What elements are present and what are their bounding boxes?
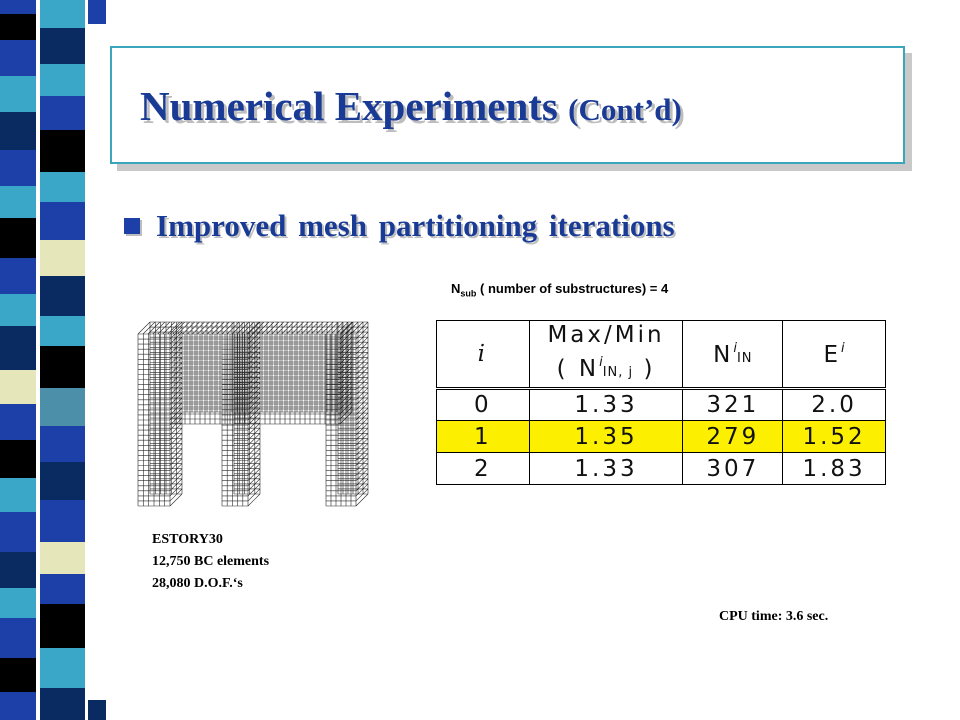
nsub-subscript: sub [460,288,477,299]
cell-nin: 307 [682,452,784,485]
header-maxmin-line2: ( NiIN, j ) [556,355,656,382]
cell-e: 1.83 [782,452,886,485]
nsub-text: ( number of substructures) = 4 [476,281,669,296]
caption-elements: 12,750 BC elements [152,554,270,569]
table-header-row: i Max/Min ( NiIN, j ) NiIN Ei [436,320,886,390]
title-box: Numerical Experiments (Cont’d) [110,46,905,164]
mesh-caption: ESTORY30 12,750 BC elements 28,080 D.O.F… [152,529,269,595]
mesh-wireframe [137,321,369,507]
cell-maxmin: 1.33 [528,452,684,485]
nsub-symbol: N [451,281,461,296]
table-row: 2 1.33 307 1.83 [436,452,886,485]
header-maxmin: Max/Min ( NiIN, j ) [528,320,684,390]
table-row-highlighted: 1 1.35 279 1.52 [436,420,886,453]
slide-title-main: Numerical Experiments [140,83,558,129]
cell-maxmin: 1.35 [528,420,684,453]
results-table-wrapper: i Max/Min ( NiIN, j ) NiIN Ei 0 1.33 321… [436,320,886,485]
square-bullet-icon [124,218,140,234]
cell-maxmin: 1.33 [528,388,684,421]
caption-dofs: 28,080 D.O.F.‘s [152,576,243,591]
header-nin: NiIN [682,320,784,390]
caption-model-name: ESTORY30 [152,532,223,547]
cpu-time-label: CPU time: 3.6 sec. [719,609,829,624]
cell-nin: 279 [682,420,784,453]
slide-title: Numerical Experiments (Cont’d) [140,82,682,130]
cell-e: 1.52 [782,420,886,453]
nsub-caption: Nsub ( number of substructures) = 4 [451,281,668,299]
header-e: Ei [782,320,886,390]
table-row: 0 1.33 321 2.0 [436,388,886,421]
results-table: i Max/Min ( NiIN, j ) NiIN Ei 0 1.33 321… [436,320,886,485]
bullet-text: Improved mesh partitioning iterations [156,208,675,243]
cell-i: 0 [436,388,530,421]
slide-title-suffix: (Cont’d) [568,92,682,127]
cell-e: 2.0 [782,388,886,421]
header-maxmin-line1: Max/Min [547,322,665,348]
header-i: i [436,320,530,390]
cell-nin: 321 [682,388,784,421]
bullet-item: Improved mesh partitioning iterations [124,208,675,244]
cell-i: 2 [436,452,530,485]
estory30-mesh-illustration [137,321,369,507]
cell-i: 1 [436,420,530,453]
decorative-stripe [0,0,106,720]
